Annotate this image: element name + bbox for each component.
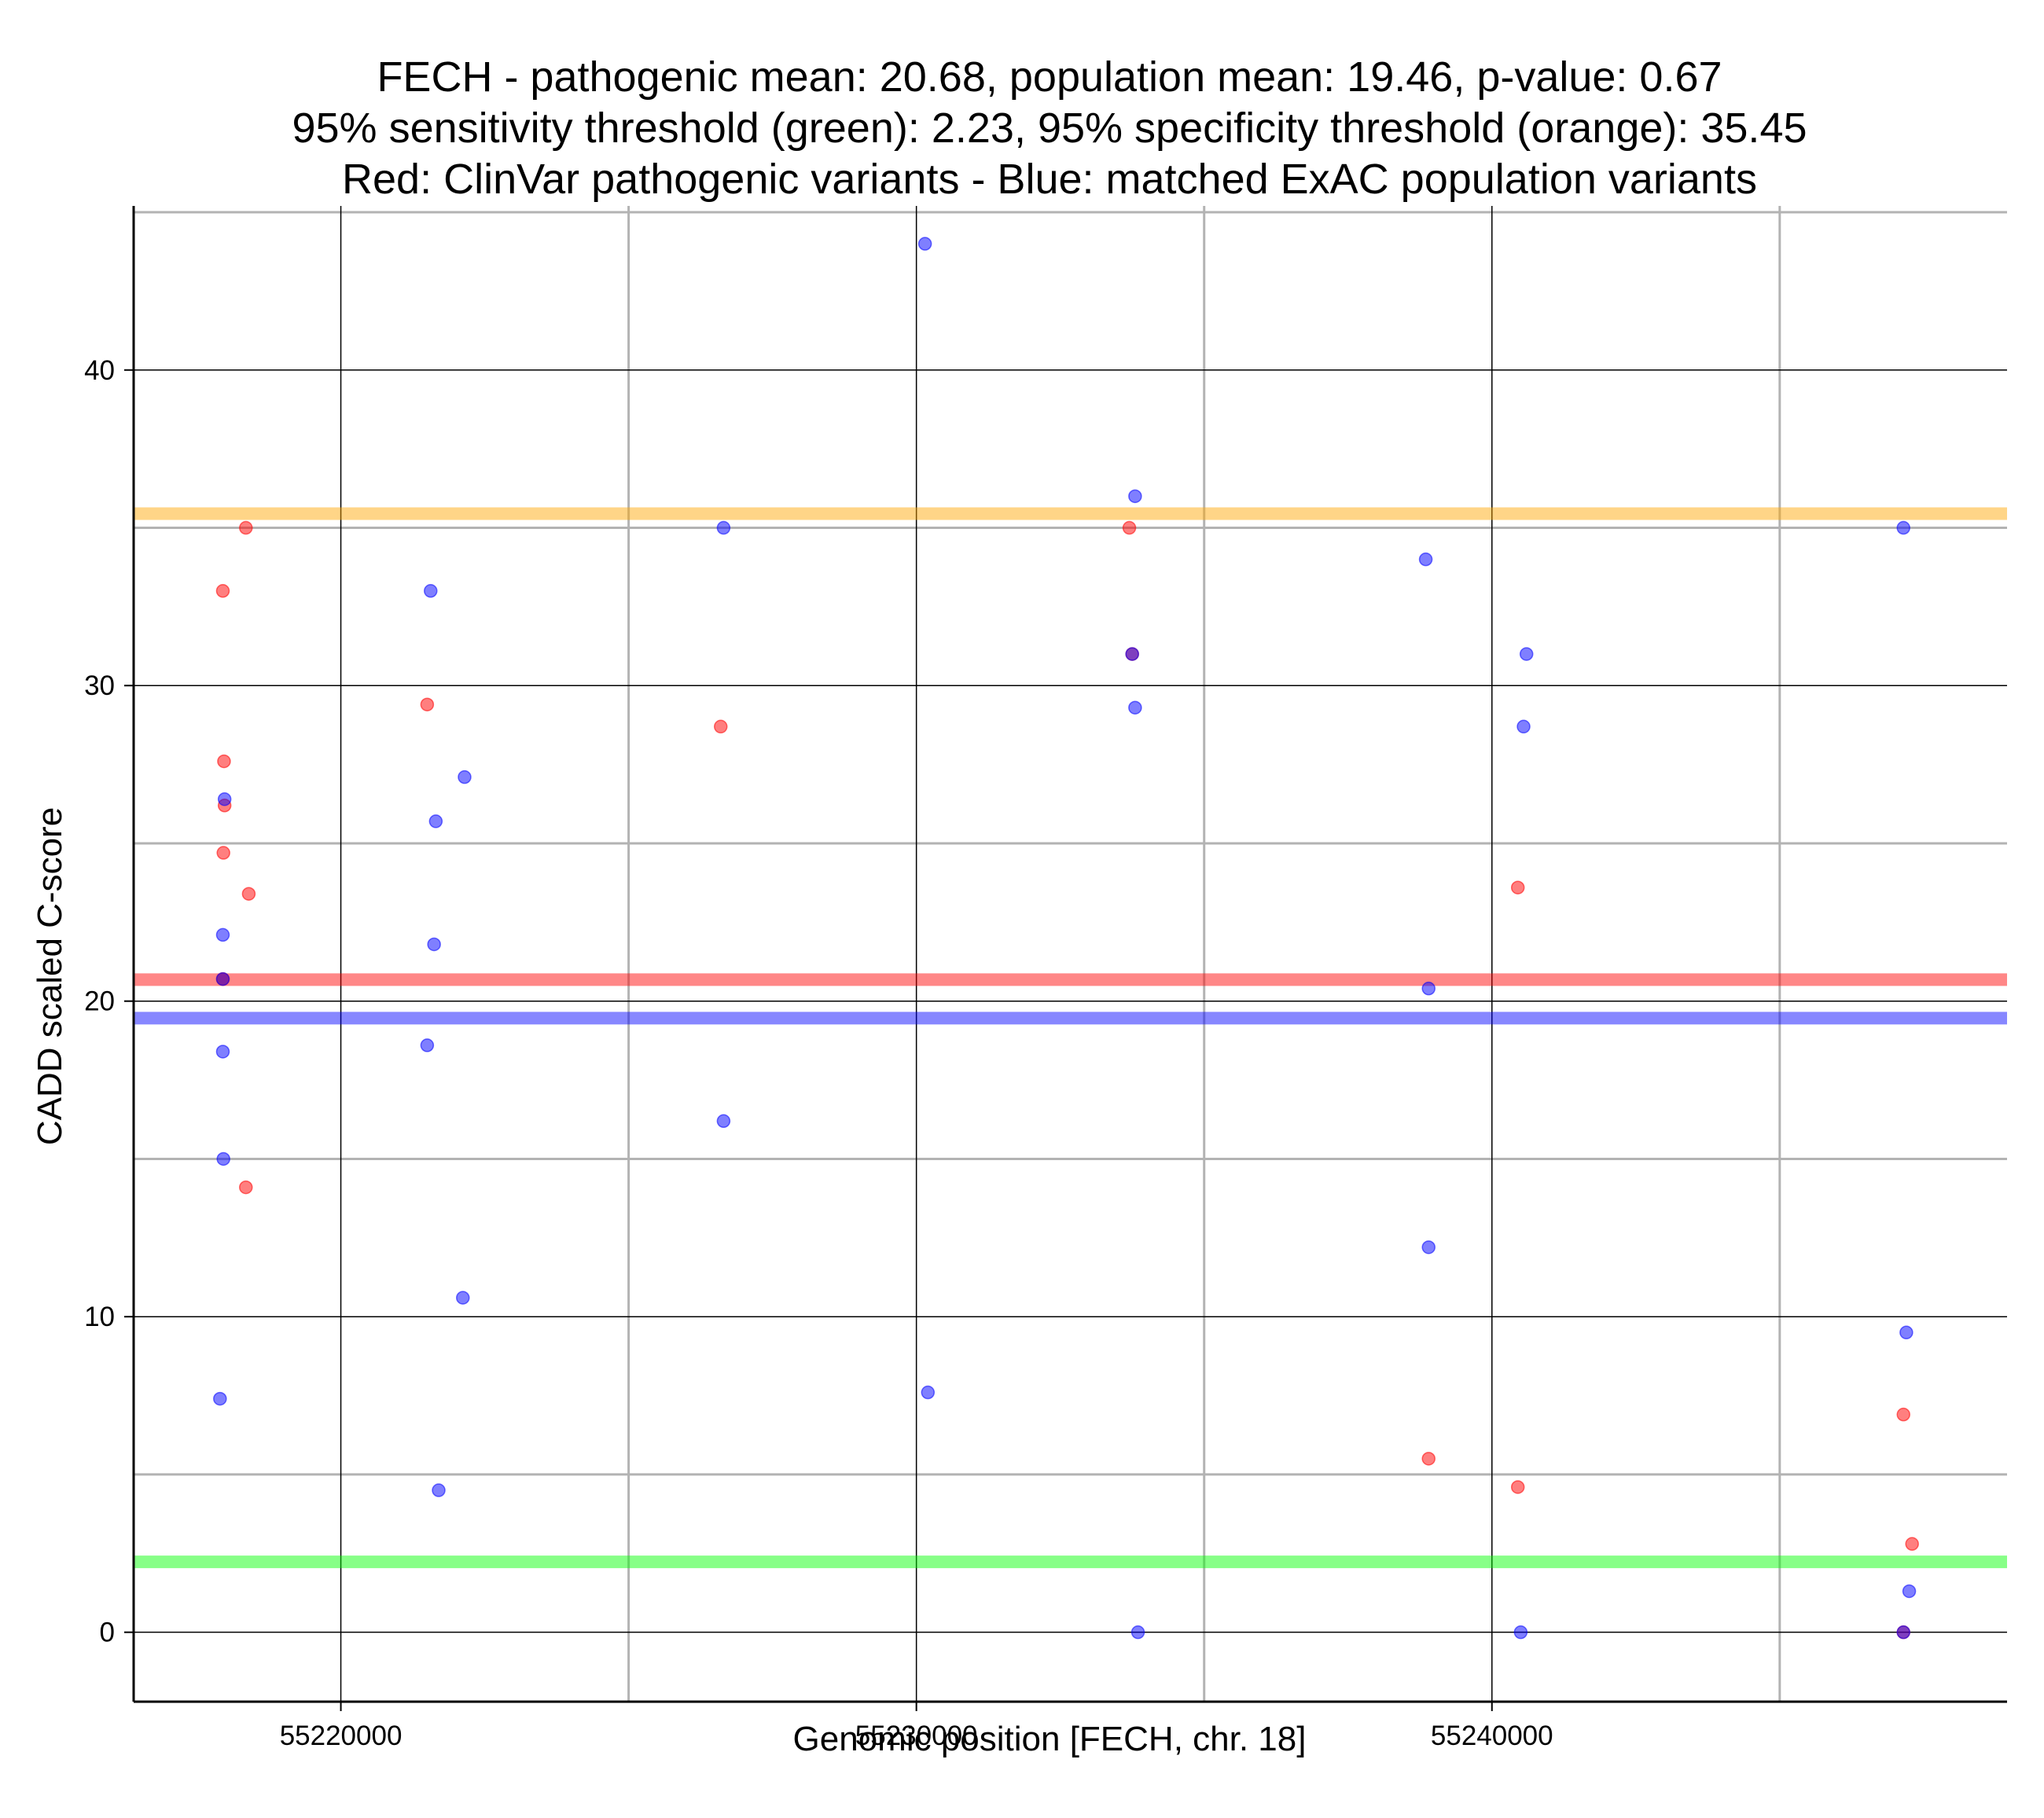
population-point	[432, 1483, 446, 1497]
population-point	[1896, 520, 1910, 535]
population-point	[215, 1045, 230, 1059]
population-point	[1125, 647, 1139, 661]
data-points	[213, 237, 1919, 1640]
pathogenic-point	[217, 754, 231, 769]
pathogenic-point	[1510, 880, 1525, 894]
x-axis-label: Genomic position [FECH, chr. 18]	[793, 1720, 1307, 1758]
population-point	[1128, 700, 1142, 715]
population-point	[1421, 1240, 1436, 1254]
y-axis-label: CADD scaled C-score	[31, 807, 69, 1145]
population-point	[1128, 489, 1142, 504]
minor-gridlines	[134, 206, 2007, 1702]
y-tick-label: 20	[84, 986, 115, 1017]
population-point	[216, 1151, 230, 1166]
population-point	[217, 792, 232, 806]
population-point	[1418, 552, 1433, 567]
major-gridlines	[134, 206, 2007, 1702]
reference-lines	[134, 507, 2007, 1569]
pathogenic-point	[1122, 520, 1137, 535]
pathogenic-point	[241, 887, 256, 901]
pathogenic-point	[216, 846, 230, 860]
axes	[124, 206, 2007, 1711]
chart-title-line-1: FECH - pathogenic mean: 20.68, populatio…	[377, 53, 1722, 101]
tick-labels: 55220000 55230000 55240000 0 10 20 30 40	[84, 355, 1553, 1751]
population-point	[1902, 1584, 1917, 1599]
population-point	[420, 1038, 435, 1052]
population-point	[921, 1385, 936, 1400]
population-point	[716, 520, 731, 535]
population-point	[1513, 1625, 1528, 1640]
pathogenic-point	[215, 584, 230, 598]
population-point	[1130, 1625, 1145, 1640]
pathogenic-point	[1896, 1407, 1910, 1422]
pathogenic-point	[420, 697, 435, 712]
pathogenic-point	[1905, 1537, 1919, 1552]
y-tick-label: 0	[100, 1618, 115, 1648]
population-point	[427, 937, 441, 952]
chart-title-line-3: Red: ClinVar pathogenic variants - Blue:…	[342, 156, 1757, 203]
x-tick-label: 55220000	[280, 1721, 403, 1751]
pathogenic-point	[1421, 1452, 1436, 1466]
population-point	[917, 237, 932, 251]
population-point	[428, 814, 443, 828]
population-point	[1899, 1325, 1913, 1340]
pathogenic-point	[239, 1180, 253, 1195]
population-point	[1896, 1625, 1910, 1640]
pathogenic-point	[713, 719, 728, 734]
population-point	[213, 1391, 227, 1406]
pathogenic-point	[239, 520, 253, 535]
population-point	[424, 584, 438, 598]
population-point	[1519, 647, 1534, 661]
y-tick-label: 30	[84, 670, 115, 701]
population-point	[215, 927, 230, 942]
population-point	[458, 769, 472, 784]
pathogenic-point	[1510, 1480, 1525, 1494]
population-point	[1516, 719, 1531, 734]
population-point	[456, 1291, 470, 1305]
population-point	[716, 1114, 731, 1129]
chart-title-line-2: 95% sensitivity threshold (green): 2.23,…	[292, 105, 1807, 152]
population-point	[1421, 981, 1436, 996]
population-point	[215, 971, 230, 986]
y-tick-label: 40	[84, 355, 115, 386]
x-tick-label: 55230000	[855, 1721, 978, 1751]
x-tick-label: 55240000	[1431, 1721, 1553, 1751]
y-tick-label: 10	[84, 1302, 115, 1332]
